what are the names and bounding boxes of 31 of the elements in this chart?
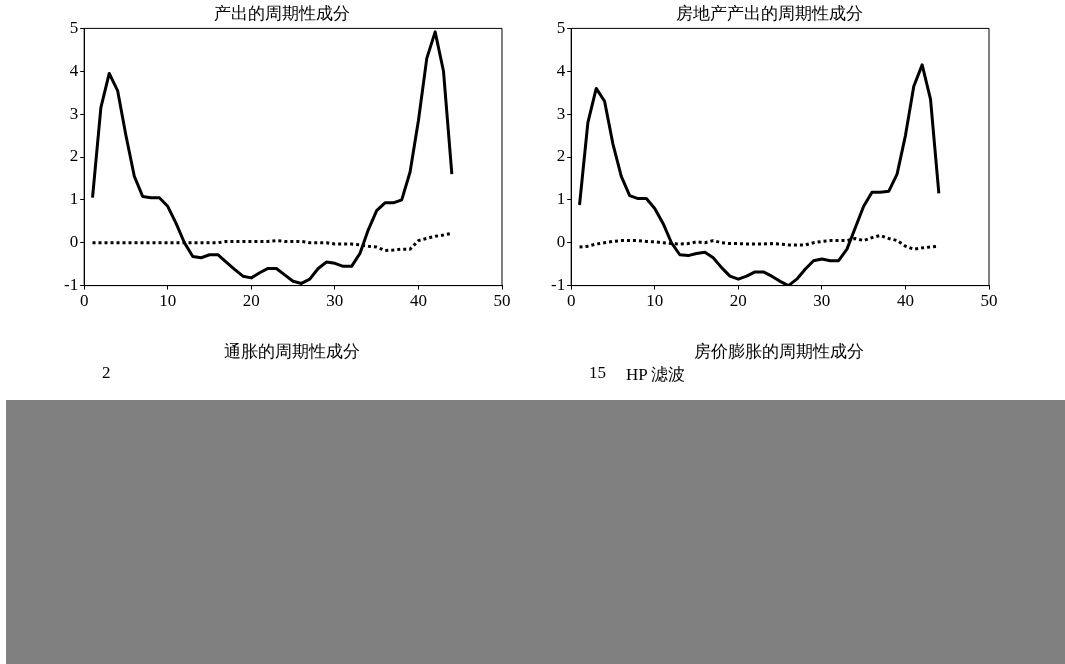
x-tick-label: 30 — [813, 291, 831, 311]
y-tick-label: 5 — [556, 17, 566, 37]
x-tick-label: 10 — [646, 291, 664, 311]
x-tick-label: 50 — [493, 291, 511, 311]
text: 2 — [102, 363, 111, 383]
y-tick-label: 0 — [556, 232, 566, 252]
chart-title: 产出的周期性成分 — [214, 3, 350, 23]
chart-title: 房地产产出的周期性成分 — [675, 3, 863, 23]
text: 通胀的周期性成分 — [223, 341, 361, 363]
y-tick-label: 1 — [69, 189, 79, 209]
y-tick-label: 3 — [69, 103, 79, 123]
y-tick-label: 3 — [556, 103, 566, 123]
y-tick-label: -1 — [550, 275, 566, 295]
y-tick-label: 5 — [69, 17, 79, 37]
y-tick-label: 4 — [69, 60, 79, 80]
x-tick-label: 10 — [159, 291, 177, 311]
text: 房价膨胀的周期性成分 — [693, 341, 865, 363]
y-tick-label: -1 — [63, 275, 79, 295]
x-tick-label: 20 — [729, 291, 747, 311]
text: HP 滤波 — [626, 364, 686, 386]
y-tick-label: 2 — [69, 146, 79, 166]
y-tick-label: 4 — [556, 60, 566, 80]
y-tick-label: 2 — [556, 146, 566, 166]
text: 15 — [589, 363, 606, 384]
x-tick-label: 40 — [896, 291, 914, 311]
x-tick-label: 50 — [980, 291, 998, 311]
y-tick-label: 0 — [69, 232, 79, 252]
y-tick-label: 1 — [556, 189, 566, 209]
x-tick-label: 30 — [326, 291, 344, 311]
x-tick-label: 20 — [242, 291, 260, 311]
x-tick-label: 40 — [409, 291, 427, 311]
